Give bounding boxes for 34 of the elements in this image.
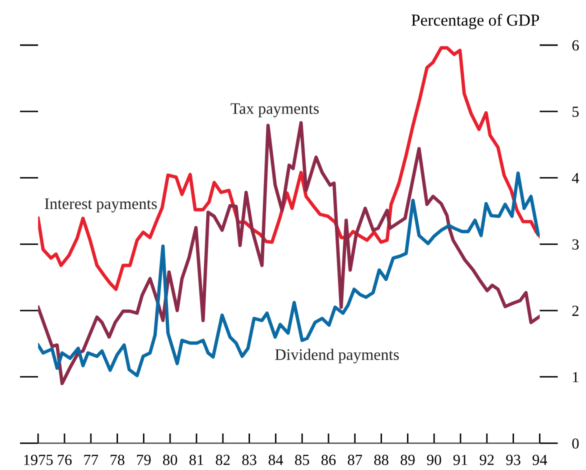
- x-tick-label: 87: [348, 454, 362, 466]
- x-tick-label: 85: [295, 454, 310, 466]
- y-tick-label: 1: [572, 372, 578, 382]
- x-tick-label: 84: [268, 454, 284, 466]
- x-tick-label: 80: [163, 454, 178, 466]
- x-tick-label: 79: [137, 454, 151, 466]
- x-tick-label: 89: [400, 454, 415, 466]
- y-tick-label: 4: [572, 173, 580, 184]
- line-series: [38, 172, 540, 378]
- y-axis-title: Percentage of GDP: [412, 14, 540, 30]
- y-tick-label: 3: [572, 239, 579, 250]
- x-tick-label: 83: [242, 454, 256, 466]
- x-tick-label: 78: [110, 454, 124, 466]
- y-tick-label: 0: [572, 438, 579, 449]
- x-tick-label: 91: [453, 454, 468, 466]
- x-tick-label: 93: [506, 454, 520, 466]
- y-tick-label: 5: [572, 106, 579, 117]
- x-tick-label: 77: [84, 454, 98, 465]
- x-tick-label: 92: [480, 454, 494, 466]
- x-tick-label: 88: [374, 454, 388, 466]
- x-tick-label: 86: [321, 454, 336, 466]
- x-tick-label: 90: [426, 454, 442, 466]
- x-tick-label: 1975: [24, 454, 53, 466]
- series-label: Dividend payments: [275, 348, 399, 364]
- y-tick-label: 2: [572, 306, 578, 316]
- x-tick-label: 76: [58, 454, 72, 466]
- line-series: [38, 46, 540, 291]
- series-label: Tax payments: [230, 103, 319, 118]
- x-tick-label: 81: [189, 454, 204, 466]
- x-tick-label: 94: [532, 454, 548, 466]
- x-tick-label: 82: [216, 454, 230, 466]
- line-series: [38, 121, 540, 386]
- series-label: Interest payments: [44, 198, 157, 212]
- y-tick-label: 6: [572, 40, 579, 51]
